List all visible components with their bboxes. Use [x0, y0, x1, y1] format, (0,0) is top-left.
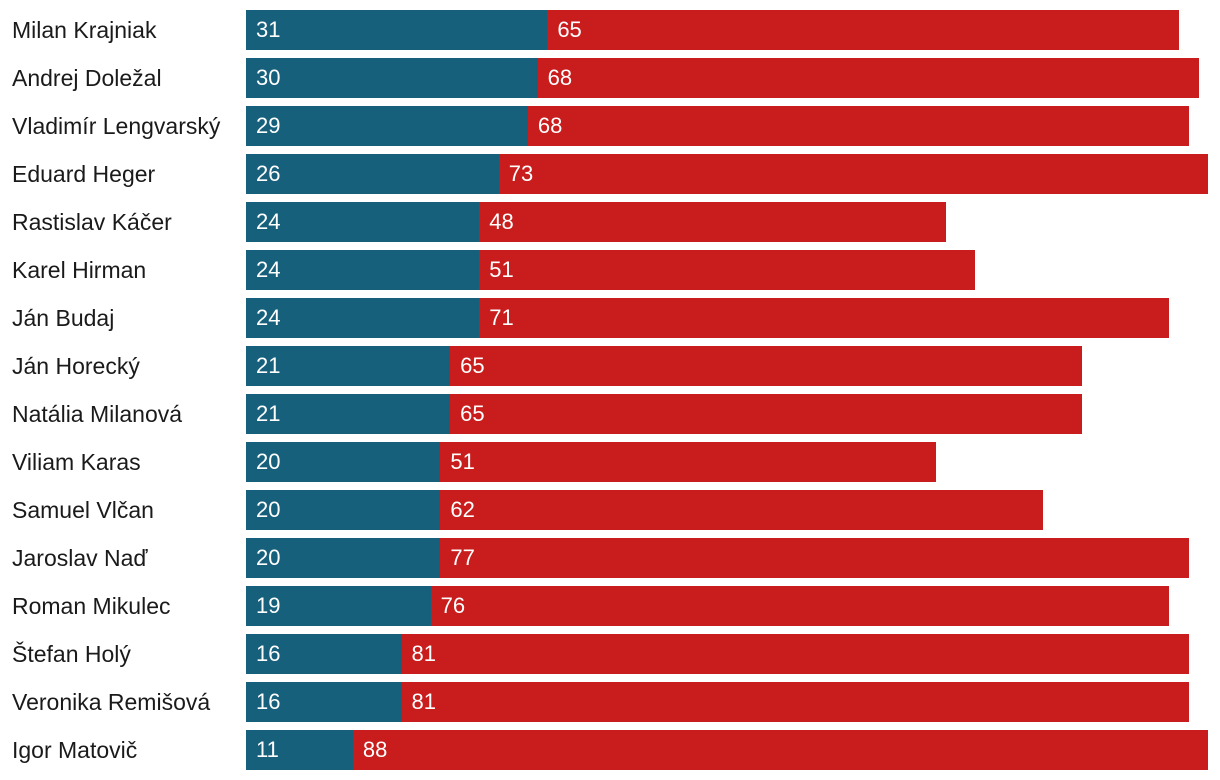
data-label: 51 — [489, 257, 514, 282]
bar-series-1 — [246, 634, 402, 674]
bar-series-1 — [246, 106, 528, 146]
bar-series-1 — [246, 682, 402, 722]
bar-series-1 — [246, 154, 499, 194]
bar-series-1 — [246, 442, 441, 482]
bar-series-2 — [479, 202, 946, 242]
category-label: Jaroslav Naď — [12, 545, 148, 571]
data-label: 68 — [537, 113, 563, 138]
data-label: 31 — [256, 17, 281, 42]
data-label: 65 — [460, 353, 485, 378]
bar-series-1 — [246, 730, 353, 770]
data-label: 88 — [362, 737, 388, 762]
data-label: 20 — [256, 497, 281, 522]
category-label: Ján Budaj — [12, 305, 115, 331]
data-label: 30 — [256, 65, 281, 90]
bar-series-1 — [246, 298, 480, 338]
data-label: 29 — [256, 113, 281, 138]
data-label: 16 — [256, 641, 281, 666]
data-label: 62 — [450, 497, 475, 522]
category-label: Samuel Vlčan — [12, 497, 154, 523]
data-label: 65 — [460, 401, 485, 426]
category-label: Štefan Holý — [12, 641, 131, 667]
category-label: Milan Krajniak — [12, 17, 157, 43]
bar-series-2 — [440, 538, 1189, 578]
data-label: 77 — [450, 545, 475, 570]
data-label: 20 — [256, 545, 281, 570]
bar-series-1 — [246, 10, 548, 50]
data-label: 16 — [256, 689, 281, 714]
bar-series-2 — [479, 298, 1170, 338]
category-label: Rastislav Káčer — [12, 209, 172, 235]
bar-series-2 — [440, 490, 1044, 530]
data-label: 20 — [256, 449, 281, 474]
data-label: 24 — [256, 209, 281, 234]
category-label: Andrej Doležal — [12, 65, 162, 91]
category-label: Natália Milanová — [12, 401, 183, 427]
bar-series-1 — [246, 490, 441, 530]
category-label: Viliam Karas — [12, 449, 141, 475]
category-label: Karel Hirman — [12, 257, 147, 283]
data-label: 76 — [440, 593, 466, 618]
category-label: Ján Horecký — [12, 353, 140, 379]
category-label: Roman Mikulec — [12, 593, 171, 619]
bar-series-2 — [450, 394, 1082, 434]
bar-series-2 — [498, 154, 1209, 194]
bar-series-2 — [479, 250, 975, 290]
bar-series-1 — [246, 58, 538, 98]
data-label: 26 — [256, 161, 281, 186]
bar-series-2 — [430, 586, 1170, 626]
category-label: Vladimír Lengvarský — [12, 113, 221, 139]
bar-series-1 — [246, 346, 451, 386]
data-label: 19 — [256, 593, 281, 618]
data-label: 11 — [256, 737, 279, 762]
category-label: Eduard Heger — [12, 161, 156, 187]
bar-series-1 — [246, 250, 480, 290]
data-label: 81 — [411, 641, 436, 666]
category-label: Igor Matovič — [12, 737, 138, 763]
bar-series-2 — [537, 58, 1199, 98]
bar-series-2 — [527, 106, 1189, 146]
bar-series-1 — [246, 538, 441, 578]
data-label: 48 — [489, 209, 514, 234]
data-label: 24 — [256, 257, 281, 282]
data-label: 65 — [557, 17, 582, 42]
bar-series-1 — [246, 586, 431, 626]
bar-series-1 — [246, 394, 451, 434]
category-label: Veronika Remišová — [12, 689, 211, 715]
data-label: 68 — [547, 65, 573, 90]
bar-series-2 — [440, 442, 937, 482]
bar-series-2 — [450, 346, 1082, 386]
bar-series-2 — [352, 730, 1209, 770]
bar-series-2 — [401, 634, 1189, 674]
data-label: 21 — [256, 353, 281, 378]
data-label: 71 — [489, 305, 514, 330]
data-label: 81 — [411, 689, 436, 714]
data-label: 21 — [256, 401, 281, 426]
bar-series-1 — [246, 202, 480, 242]
data-label: 51 — [450, 449, 475, 474]
bar-series-2 — [401, 682, 1189, 722]
bar-series-2 — [547, 10, 1180, 50]
data-label: 24 — [256, 305, 281, 330]
data-label: 73 — [508, 161, 534, 186]
